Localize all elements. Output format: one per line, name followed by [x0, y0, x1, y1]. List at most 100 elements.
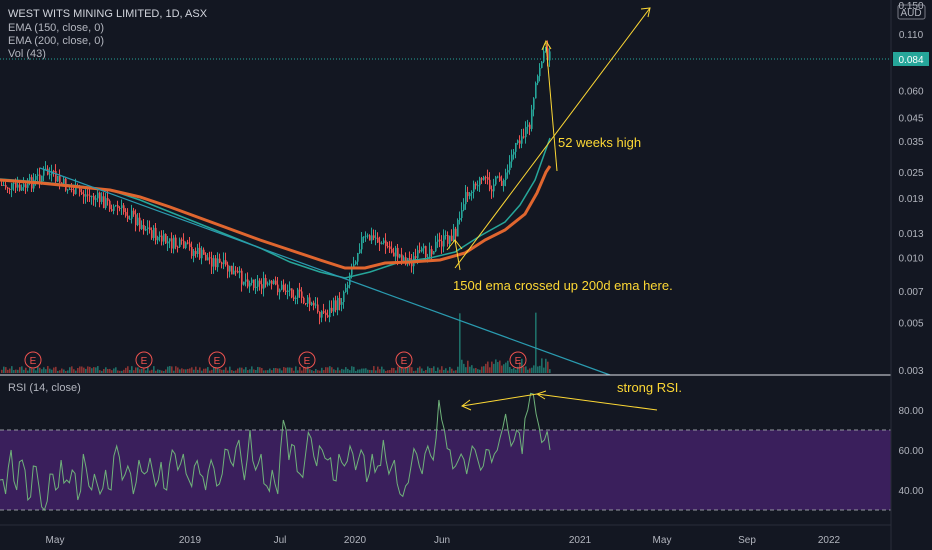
- volume-bar: [303, 366, 305, 373]
- volume-bar: [99, 370, 101, 373]
- symbol-title[interactable]: WEST WITS MINING LIMITED, 1D, ASX: [8, 8, 208, 20]
- volume-bar: [49, 368, 51, 373]
- candle-body: [307, 297, 309, 304]
- volume-bar: [371, 370, 373, 373]
- indicator-ema150-label[interactable]: EMA (150, close, 0): [8, 22, 104, 34]
- candle-body: [285, 290, 287, 292]
- volume-bar: [205, 368, 207, 373]
- volume-bar: [197, 369, 199, 373]
- candle-body: [381, 243, 383, 245]
- candle-body: [399, 254, 401, 258]
- candle-body: [509, 161, 511, 171]
- candle-body: [81, 192, 83, 195]
- candle-body: [207, 257, 209, 261]
- candle-body: [209, 257, 211, 259]
- candle-body: [503, 180, 505, 186]
- candle-body: [425, 246, 427, 257]
- candle-body: [121, 205, 123, 209]
- volume-bar: [419, 366, 421, 373]
- candle-body: [353, 264, 355, 267]
- volume-bar: [549, 369, 551, 373]
- volume-bar: [535, 312, 537, 373]
- price-axis[interactable]: 0.150 0.110 0.060 0.045 0.035 0.025 0.019 0.013…: [898, 1, 923, 377]
- candle-body: [319, 311, 321, 318]
- rsi-axis[interactable]: 80.00 60.00 40.00: [898, 406, 923, 497]
- volume-bar: [129, 369, 131, 373]
- volume-bar: [43, 367, 45, 373]
- volume-bar: [329, 366, 331, 373]
- candle-body: [103, 196, 105, 208]
- candle-body: [389, 246, 391, 249]
- candle-body: [197, 247, 199, 255]
- time-axis[interactable]: May 2019 Jul 2020 Jun 2021 May Sep 2022: [46, 535, 841, 546]
- earnings-event-label: E: [141, 356, 148, 367]
- volume-bar: [445, 368, 447, 373]
- candle-body: [387, 246, 389, 248]
- volume-bar: [179, 369, 181, 373]
- currency-badge[interactable]: [897, 4, 926, 20]
- candle-body: [345, 287, 347, 292]
- candle-body: [433, 251, 435, 255]
- candle-body: [21, 187, 23, 191]
- volume-bar: [439, 369, 441, 373]
- volume-bar: [475, 367, 477, 373]
- volume-bar: [117, 370, 119, 373]
- rsi-legend-label[interactable]: RSI (14, close): [8, 382, 81, 394]
- volume-bar: [237, 368, 239, 373]
- candle-body: [129, 218, 131, 220]
- candle-body: [39, 174, 41, 183]
- candle-body: [491, 189, 493, 192]
- candle-body: [229, 265, 231, 272]
- candle-body: [409, 258, 411, 262]
- downtrend-line: [39, 167, 611, 376]
- volume-bar: [261, 368, 263, 373]
- volume-bar: [331, 367, 333, 373]
- volume-bar: [317, 370, 319, 373]
- volume-bar: [461, 359, 463, 373]
- candle-body: [357, 253, 359, 262]
- volume-bar: [415, 370, 417, 373]
- candle-body: [79, 187, 81, 193]
- candle-body: [361, 236, 363, 250]
- candle-body: [45, 168, 47, 170]
- earnings-event-icon[interactable]: [509, 351, 527, 369]
- earnings-event-icon[interactable]: [24, 351, 42, 369]
- candle-body: [191, 247, 193, 256]
- candle-body: [221, 262, 223, 265]
- earnings-event-icon[interactable]: [395, 351, 413, 369]
- earnings-event-label: E: [401, 356, 408, 367]
- volume-bar: [381, 366, 383, 373]
- indicator-ema200-label[interactable]: EMA (200, close, 0): [8, 35, 104, 47]
- price-tick-label: 0.150: [898, 1, 923, 12]
- earnings-event-icon[interactable]: [208, 351, 226, 369]
- volume-bar: [259, 367, 261, 373]
- volume-bar: [351, 366, 353, 373]
- volume-bar: [219, 368, 221, 373]
- candle-body: [223, 260, 225, 265]
- candle-body: [481, 178, 483, 180]
- rsi-line: [0, 392, 551, 511]
- candle-body: [517, 140, 519, 144]
- volume-bar: [207, 367, 209, 373]
- earnings-event-icon[interactable]: [298, 351, 316, 369]
- volume-bar: [187, 368, 189, 373]
- candle-body: [429, 249, 431, 257]
- volume-bar: [309, 369, 311, 373]
- volume-bar: [319, 370, 321, 373]
- candle-body: [485, 177, 487, 179]
- volume-bar: [443, 369, 445, 373]
- candle-body: [339, 297, 341, 305]
- candle-body: [495, 176, 497, 185]
- indicator-volume-label[interactable]: Vol (43): [8, 48, 46, 60]
- earnings-event-icon[interactable]: [135, 351, 153, 369]
- volume-bar: [155, 370, 157, 373]
- volume-bar: [247, 370, 249, 373]
- volume-bar: [397, 366, 399, 373]
- volume-bar: [339, 370, 341, 373]
- candle-body: [237, 270, 239, 273]
- volume-bar: [189, 368, 191, 373]
- volume-bar: [91, 368, 93, 373]
- volume-bar: [255, 369, 257, 373]
- volume-bar: [471, 365, 473, 373]
